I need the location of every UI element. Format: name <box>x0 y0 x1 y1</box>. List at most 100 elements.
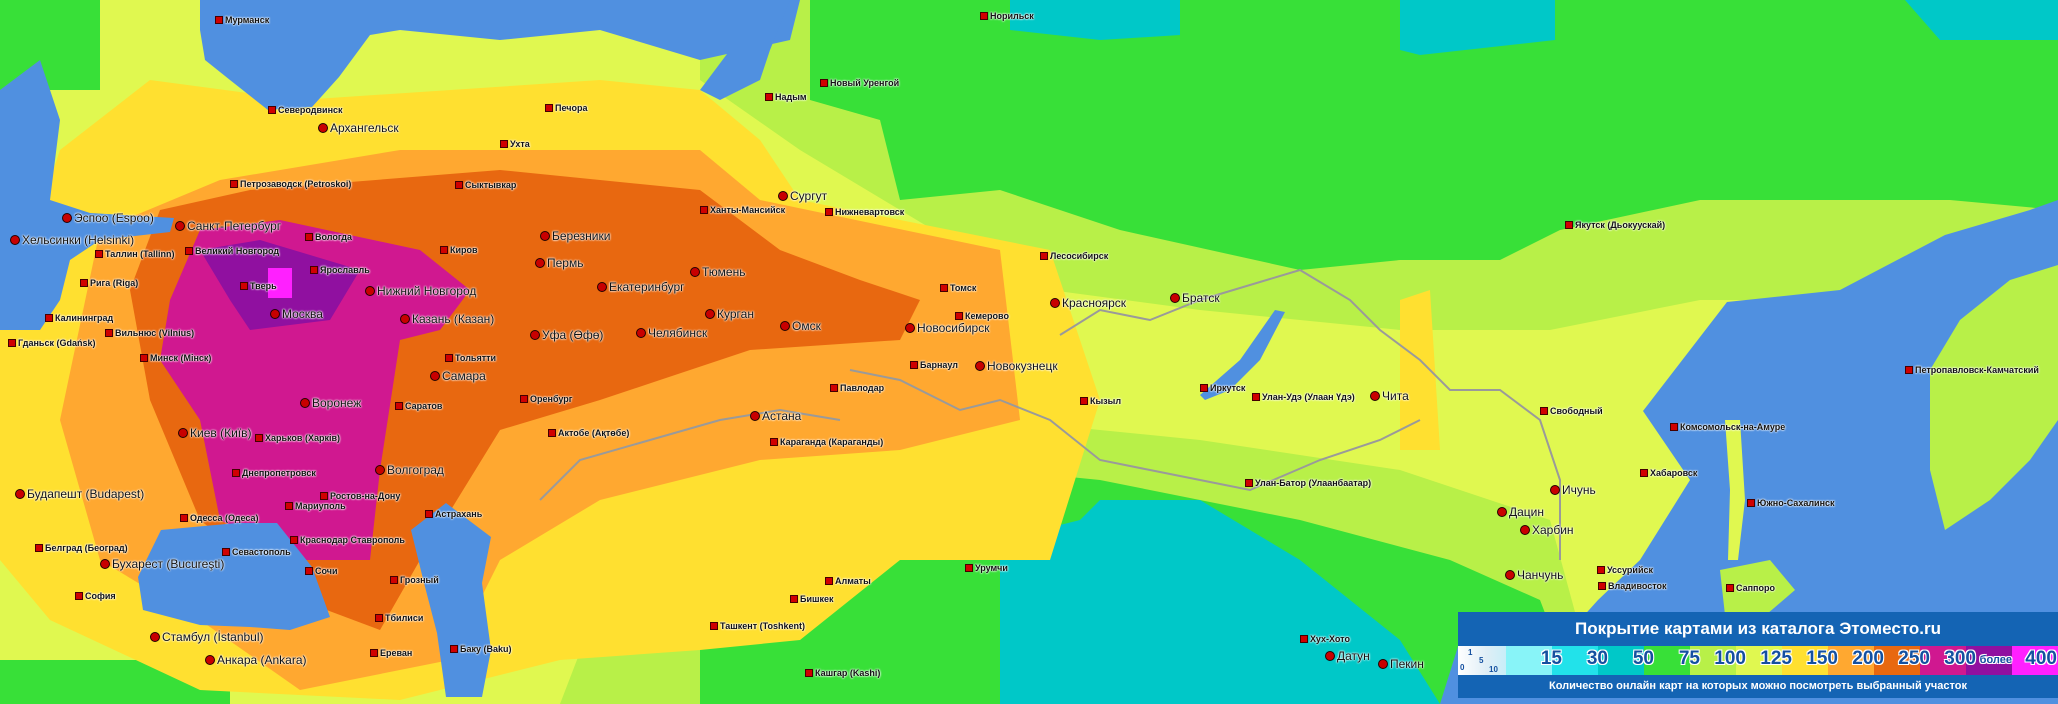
city-label[interactable]: Ташкент (Toshkent) <box>710 621 805 631</box>
city-label[interactable]: Тбилиси <box>375 613 423 623</box>
city-label[interactable]: Самара <box>430 369 486 383</box>
city-label[interactable]: Волгоград <box>375 463 444 477</box>
city-label[interactable]: Тверь <box>240 281 277 291</box>
city-label[interactable]: Мурманск <box>215 15 269 25</box>
city-label[interactable]: Стамбул (İstanbul) <box>150 630 264 644</box>
city-label[interactable]: Надым <box>765 92 807 102</box>
city-label[interactable]: Гданьск (Gdańsk) <box>8 338 95 348</box>
city-label[interactable]: Норильск <box>980 11 1034 21</box>
city-label[interactable]: Улан-Удэ (Улаан Үдэ) <box>1252 392 1355 402</box>
city-label[interactable]: Барнаул <box>910 360 958 370</box>
city-label[interactable]: Ярославль <box>310 265 370 275</box>
city-label[interactable]: Екатеринбург <box>597 280 685 294</box>
city-label[interactable]: Киров <box>440 245 478 255</box>
city-label[interactable]: Саппоро <box>1726 583 1775 593</box>
city-label[interactable]: Курган <box>705 307 754 321</box>
city-label[interactable]: Минск (Мінск) <box>140 353 211 363</box>
city-label[interactable]: Нижний Новгород <box>365 284 476 298</box>
city-label[interactable]: Сыктывкар <box>455 180 516 190</box>
city-label[interactable]: Ростов-на-Дону <box>320 491 400 501</box>
city-label[interactable]: Ухта <box>500 139 530 149</box>
city-label[interactable]: Владивосток <box>1598 581 1667 591</box>
city-label[interactable]: Новый Уренгой <box>820 78 899 88</box>
city-label[interactable]: Пекин <box>1378 657 1424 671</box>
city-label[interactable]: Сочи <box>305 566 338 576</box>
city-label[interactable]: Омск <box>780 319 821 333</box>
city-label[interactable]: Днепропетровск <box>232 468 316 478</box>
city-label[interactable]: Братск <box>1170 291 1220 305</box>
city-label[interactable]: Якутск (Дьокуускай) <box>1565 220 1665 230</box>
city-label[interactable]: Харьков (Харків) <box>255 433 340 443</box>
city-label[interactable]: Астана <box>750 409 801 423</box>
city-label[interactable]: Петрозаводск (Petroskoi) <box>230 179 351 189</box>
city-label[interactable]: Харбин <box>1520 523 1574 537</box>
city-label[interactable]: Одесса (Одеса) <box>180 513 259 523</box>
city-label[interactable]: Караганда (Караганды) <box>770 437 883 447</box>
city-label[interactable]: Астрахань <box>425 509 482 519</box>
city-label[interactable]: Новокузнецк <box>975 359 1058 373</box>
city-label[interactable]: Свободный <box>1540 406 1603 416</box>
city-label[interactable]: Дацин <box>1497 505 1544 519</box>
city-label[interactable]: Мариуполь <box>285 501 346 511</box>
city-label[interactable]: Хух-Хото <box>1300 634 1350 644</box>
city-label[interactable]: Вильнюс (Vilnius) <box>105 328 194 338</box>
city-label[interactable]: Москва <box>270 307 323 321</box>
city-label[interactable]: Санкт-Петербург <box>175 219 281 233</box>
city-label[interactable]: Чита <box>1370 389 1409 403</box>
city-label[interactable]: Иркутск <box>1200 383 1245 393</box>
city-label[interactable]: Хельсинки (Helsinki) <box>10 233 134 247</box>
city-label[interactable]: Лесосибирск <box>1040 251 1108 261</box>
city-label[interactable]: Комсомольск-на-Амуре <box>1670 422 1785 432</box>
city-label[interactable]: Калининград <box>45 313 113 323</box>
city-label[interactable]: София <box>75 591 116 601</box>
city-label[interactable]: Таллин (Tallinn) <box>95 249 175 259</box>
city-label[interactable]: Кызыл <box>1080 396 1121 406</box>
city-label[interactable]: Улан-Батор (Улаанбаатар) <box>1245 478 1371 488</box>
city-label[interactable]: Саратов <box>395 401 442 411</box>
city-label[interactable]: Тольятти <box>445 353 496 363</box>
city-label[interactable]: Южно-Сахалинск <box>1747 498 1835 508</box>
city-label[interactable]: Рига (Riga) <box>80 278 138 288</box>
city-label[interactable]: Кемерово <box>955 311 1009 321</box>
city-label[interactable]: Новосибирск <box>905 321 989 335</box>
city-label[interactable]: Воронеж <box>300 396 361 410</box>
city-label[interactable]: Эспоо (Espoo) <box>62 211 154 225</box>
city-label[interactable]: Белград (Београд) <box>35 543 128 553</box>
city-label[interactable]: Пермь <box>535 256 583 270</box>
city-label[interactable]: Кашгар (Kashi) <box>805 668 880 678</box>
city-label[interactable]: Ереван <box>370 648 412 658</box>
city-label[interactable]: Актобе (Ақтөбе) <box>548 428 629 438</box>
city-label[interactable]: Оренбург <box>520 394 573 404</box>
city-label[interactable]: Краснодар Ставрополь <box>290 535 405 545</box>
city-label[interactable]: Будапешт (Budapest) <box>15 487 144 501</box>
city-label[interactable]: Датун <box>1325 649 1370 663</box>
city-label[interactable]: Чанчунь <box>1505 568 1563 582</box>
city-label[interactable]: Баку (Baku) <box>450 644 512 654</box>
city-label[interactable]: Павлодар <box>830 383 884 393</box>
city-label[interactable]: Бишкек <box>790 594 834 604</box>
city-label[interactable]: Тюмень <box>690 265 745 279</box>
city-label[interactable]: Урумчи <box>965 563 1008 573</box>
city-label[interactable]: Томск <box>940 283 976 293</box>
city-label[interactable]: Уфа (Өфө) <box>530 328 603 342</box>
city-label[interactable]: Архангельск <box>318 121 399 135</box>
city-label[interactable]: Хабаровск <box>1640 468 1697 478</box>
city-label[interactable]: Анкара (Ankara) <box>205 653 307 667</box>
city-label[interactable]: Красноярск <box>1050 296 1126 310</box>
city-label[interactable]: Северодвинск <box>268 105 343 115</box>
city-label[interactable]: Сургут <box>778 189 827 203</box>
city-label[interactable]: Севастополь <box>222 547 291 557</box>
city-label[interactable]: Уссурийск <box>1597 565 1653 575</box>
city-label[interactable]: Киев (Київ) <box>178 426 251 440</box>
city-label[interactable]: Великий Новгород <box>185 246 279 256</box>
city-label[interactable]: Ханты-Мансийск <box>700 205 785 215</box>
city-label[interactable]: Нижневартовск <box>825 207 904 217</box>
city-label[interactable]: Березники <box>540 229 610 243</box>
city-label[interactable]: Петропавловск-Камчатский <box>1905 365 2039 375</box>
city-label[interactable]: Челябинск <box>636 326 707 340</box>
city-label[interactable]: Печора <box>545 103 587 113</box>
city-label[interactable]: Бухарест (Bucureşti) <box>100 557 224 571</box>
city-label[interactable]: Вологда <box>305 232 352 242</box>
city-label[interactable]: Грозный <box>390 575 439 585</box>
